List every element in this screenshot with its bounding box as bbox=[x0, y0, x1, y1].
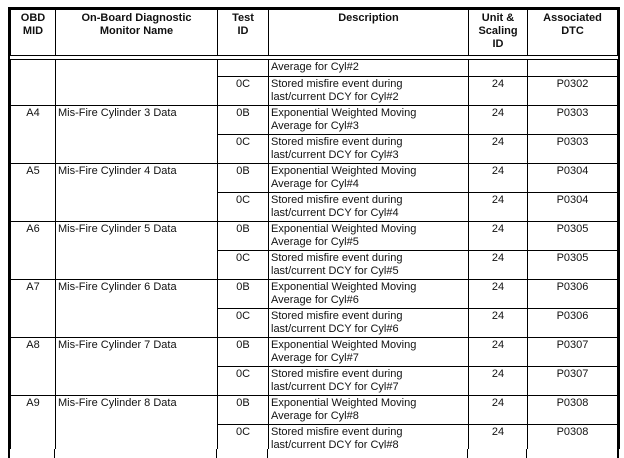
description-cell: Stored misfire event during last/current… bbox=[268, 308, 469, 338]
monitor-name-cell: Mis-Fire Cylinder 6 Data bbox=[55, 279, 218, 338]
mid-cell: A8 bbox=[10, 337, 56, 396]
dtc-cell: P0307 bbox=[527, 366, 618, 396]
test-id-cell: 0C bbox=[217, 250, 269, 280]
unit-scaling-cell: 24 bbox=[468, 134, 528, 164]
header-row: OBD MID On-Board Diagnostic Monitor Name… bbox=[10, 9, 618, 56]
monitor-name-cell: Mis-Fire Cylinder 5 Data bbox=[55, 221, 218, 280]
unit-scaling-cell: 24 bbox=[468, 76, 528, 106]
table-row: A7 Mis-Fire Cylinder 6 Data 0B Exponential … bbox=[10, 279, 618, 338]
dtc-cell bbox=[527, 59, 618, 77]
test-id-cell: 0C bbox=[217, 192, 269, 222]
test-id-cell: 0C bbox=[217, 134, 269, 164]
mid-cell bbox=[10, 59, 56, 106]
dtc-cell: P0305 bbox=[527, 250, 618, 280]
description-cell: Exponential Weighted Moving Average for … bbox=[268, 221, 469, 251]
header-unit-scaling-id: Unit & Scaling ID bbox=[468, 9, 528, 56]
dtc-cell: P0306 bbox=[527, 279, 618, 309]
unit-scaling-cell: 24 bbox=[468, 221, 528, 251]
table-row: Average for Cyl#2 bbox=[10, 59, 618, 106]
test-id-cell: 0B bbox=[217, 105, 269, 135]
table-row: A8 Mis-Fire Cylinder 7 Data 0B Exponential … bbox=[10, 337, 618, 396]
diagnostic-table: OBD MID On-Board Diagnostic Monitor Name… bbox=[8, 7, 620, 456]
dtc-cell: P0303 bbox=[527, 134, 618, 164]
unit-scaling-cell: 24 bbox=[468, 308, 528, 338]
monitor-name-cell bbox=[55, 59, 218, 106]
description-cell: Exponential Weighted Moving Average for … bbox=[268, 395, 469, 425]
test-id-cell: 0C bbox=[217, 366, 269, 396]
unit-scaling-cell: 24 bbox=[468, 395, 528, 425]
header-test-id: Test ID bbox=[217, 9, 269, 56]
table-continuation-line bbox=[467, 449, 468, 458]
unit-scaling-cell: 24 bbox=[468, 337, 528, 367]
table-row: 0C Stored misfire event during last/curre… bbox=[11, 192, 618, 222]
table-row: 0C Stored misfire event during last/curre… bbox=[11, 366, 618, 396]
header-obd-mid: OBD MID bbox=[10, 9, 56, 56]
header-description: Description bbox=[268, 9, 469, 56]
test-id-cell: 0B bbox=[217, 221, 269, 251]
table-body: Average for Cyl#2 0C Stored misfire event … bbox=[10, 59, 618, 454]
dtc-cell: P0304 bbox=[527, 192, 618, 222]
table-continuation-line bbox=[216, 449, 217, 458]
unit-scaling-cell: 24 bbox=[468, 366, 528, 396]
table-continuation-line bbox=[617, 449, 619, 458]
table-row: 0C Stored misfire event during last/curre… bbox=[11, 76, 618, 106]
mid-cell: A9 bbox=[10, 395, 56, 454]
mid-cell: A6 bbox=[10, 221, 56, 280]
mid-cell: A4 bbox=[10, 105, 56, 164]
description-cell: Stored misfire event during last/current… bbox=[268, 134, 469, 164]
description-cell: Stored misfire event during last/current… bbox=[268, 76, 469, 106]
unit-scaling-cell: 24 bbox=[468, 192, 528, 222]
mid-cell: A5 bbox=[10, 163, 56, 222]
table-continuation-line bbox=[267, 449, 268, 458]
description-cell: Average for Cyl#2 bbox=[268, 59, 469, 77]
table-row: A5 Mis-Fire Cylinder 4 Data 0B Exponential … bbox=[10, 163, 618, 222]
test-id-cell: 0B bbox=[217, 279, 269, 309]
dtc-cell: P0304 bbox=[527, 163, 618, 193]
dtc-cell: P0307 bbox=[527, 337, 618, 367]
description-cell: Exponential Weighted Moving Average for … bbox=[268, 279, 469, 309]
dtc-cell: P0305 bbox=[527, 221, 618, 251]
test-id-cell: 0C bbox=[217, 308, 269, 338]
monitor-name-cell: Mis-Fire Cylinder 3 Data bbox=[55, 105, 218, 164]
table-continuation-line bbox=[54, 449, 55, 458]
table-header: OBD MID On-Board Diagnostic Monitor Name… bbox=[10, 9, 618, 56]
description-cell: Exponential Weighted Moving Average for … bbox=[268, 163, 469, 193]
description-cell: Exponential Weighted Moving Average for … bbox=[268, 105, 469, 135]
monitor-name-cell: Mis-Fire Cylinder 4 Data bbox=[55, 163, 218, 222]
table-continuation-line bbox=[526, 449, 527, 458]
table-continuation-line bbox=[8, 449, 10, 458]
table-row: A4 Mis-Fire Cylinder 3 Data 0B Exponential … bbox=[10, 105, 618, 164]
test-id-cell bbox=[217, 59, 269, 77]
test-id-cell: 0B bbox=[217, 395, 269, 425]
table-row: A9 Mis-Fire Cylinder 8 Data 0B Exponential … bbox=[10, 395, 618, 454]
description-cell: Exponential Weighted Moving Average for … bbox=[268, 337, 469, 367]
header-monitor-name: On-Board Diagnostic Monitor Name bbox=[55, 9, 218, 56]
test-id-cell: 0B bbox=[217, 337, 269, 367]
table-continuation-stub bbox=[0, 449, 624, 458]
unit-scaling-cell: 24 bbox=[468, 279, 528, 309]
dtc-cell: P0308 bbox=[527, 395, 618, 425]
dtc-cell: P0306 bbox=[527, 308, 618, 338]
monitor-name-cell: Mis-Fire Cylinder 8 Data bbox=[55, 395, 218, 454]
test-id-cell: 0C bbox=[217, 76, 269, 106]
unit-scaling-cell: 24 bbox=[468, 163, 528, 193]
table-row: A6 Mis-Fire Cylinder 5 Data 0B Exponential … bbox=[10, 221, 618, 280]
header-associated-dtc: Associated DTC bbox=[527, 9, 618, 56]
test-id-cell: 0B bbox=[217, 163, 269, 193]
description-cell: Stored misfire event during last/current… bbox=[268, 192, 469, 222]
dtc-cell: P0302 bbox=[527, 76, 618, 106]
unit-scaling-cell bbox=[468, 59, 528, 77]
table-row: 0C Stored misfire event during last/curre… bbox=[11, 250, 618, 280]
unit-scaling-cell: 24 bbox=[468, 250, 528, 280]
mid-cell: A7 bbox=[10, 279, 56, 338]
table-body-table: Average for Cyl#2 0C Stored misfire event … bbox=[10, 59, 618, 454]
description-cell: Stored misfire event during last/current… bbox=[268, 366, 469, 396]
description-cell: Stored misfire event during last/current… bbox=[268, 250, 469, 280]
dtc-cell: P0303 bbox=[527, 105, 618, 135]
monitor-name-cell: Mis-Fire Cylinder 7 Data bbox=[55, 337, 218, 396]
unit-scaling-cell: 24 bbox=[468, 105, 528, 135]
